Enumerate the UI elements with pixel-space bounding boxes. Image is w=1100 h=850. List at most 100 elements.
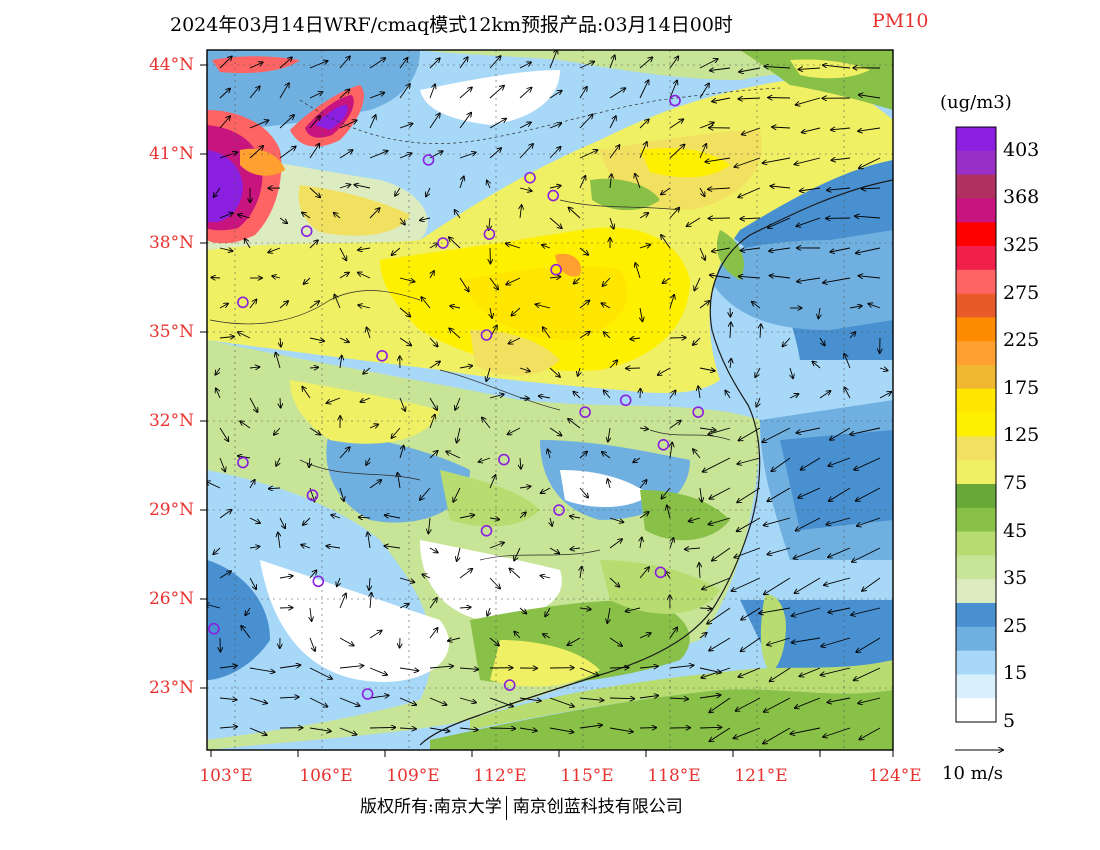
- wind-vector: [767, 637, 791, 645]
- wind-vector: [482, 418, 491, 429]
- wind-vector: [760, 324, 761, 339]
- wind-vector: [219, 571, 231, 579]
- wind-vector: [301, 545, 311, 548]
- wind-vector: [214, 187, 221, 197]
- wind-vector: [573, 392, 581, 399]
- wind-vector: [739, 67, 761, 72]
- wind-vector: [699, 59, 718, 69]
- wind-vector: [549, 697, 574, 707]
- wind-vector: [539, 396, 551, 398]
- wind-vector: [334, 213, 341, 219]
- copyright-separator: [505, 795, 507, 820]
- wind-vector: [309, 367, 318, 368]
- wind-vector: [489, 543, 504, 549]
- wind-vector: [771, 186, 791, 188]
- wind-vector: [487, 607, 490, 616]
- wind-vector: [827, 188, 851, 190]
- wind-vector: [829, 487, 851, 501]
- wind-vector: [669, 119, 683, 129]
- wind-vector: [309, 92, 323, 99]
- map-frame: [206, 49, 894, 751]
- wind-vector: [768, 217, 791, 228]
- colorbar-swatch: [956, 626, 996, 651]
- wind-vector: [249, 120, 268, 129]
- wind-vector: [249, 397, 258, 412]
- colorbar-swatch: [956, 674, 996, 699]
- wind-vector: [699, 247, 705, 260]
- wind-vector: [663, 277, 671, 283]
- colorbar-swatch: [956, 174, 996, 199]
- wind-vector: [703, 457, 731, 472]
- wind-vector: [370, 593, 371, 609]
- station-marker: [553, 504, 565, 516]
- wind-vector: [459, 57, 468, 69]
- station-marker: [503, 679, 516, 691]
- wind-vector: [339, 89, 349, 99]
- wind-vector: [549, 727, 573, 732]
- wind-vector: [639, 480, 647, 489]
- colorbar-swatch: [956, 555, 996, 580]
- wind-vector: [549, 186, 561, 188]
- wind-vector: [707, 607, 731, 624]
- wind-vector: [579, 62, 594, 69]
- wind-vector: [369, 58, 385, 69]
- wind-vector: [602, 452, 611, 459]
- wind-vector-field: [207, 50, 891, 744]
- wind-vector: [712, 97, 731, 102]
- wind-vector: [687, 217, 701, 226]
- wind-vector: [369, 151, 388, 159]
- wind-vector: [699, 563, 700, 579]
- wind-vector: [823, 727, 851, 737]
- wind-vector: [609, 116, 616, 129]
- wind-vector: [359, 517, 371, 518]
- wind-vector: [489, 577, 500, 589]
- lat-label-29: 29°N: [148, 500, 194, 520]
- wind-vector: [694, 277, 701, 290]
- wind-vector: [857, 517, 881, 526]
- wind-vector: [603, 277, 611, 286]
- wind-vector: [819, 391, 831, 399]
- wind-vector: [669, 145, 685, 159]
- wind-vector: [459, 277, 469, 291]
- wind-vector: [859, 95, 881, 99]
- wind-vector: [635, 174, 641, 189]
- wind-vector: [279, 83, 289, 99]
- colorbar-label: 368: [1003, 186, 1040, 209]
- wind-vector: [489, 277, 498, 289]
- wind-vector: [710, 727, 731, 741]
- wind-vector: [542, 245, 551, 248]
- wind-vector: [854, 667, 881, 680]
- wind-vector: [738, 187, 761, 197]
- wind-vector: [302, 213, 311, 219]
- wind-vector: [830, 247, 851, 252]
- lon-label-121: 121°E: [734, 766, 788, 786]
- wind-vector: [549, 91, 562, 99]
- wind-vector: [429, 727, 449, 731]
- wind-vector: [268, 247, 281, 252]
- wind-vector: [459, 366, 472, 368]
- wind-vector: [487, 181, 490, 189]
- wind-vector: [238, 215, 251, 219]
- wind-vector: [366, 457, 370, 465]
- wind-vector: [601, 303, 611, 309]
- wind-vector: [850, 427, 881, 434]
- wind-vector: [635, 263, 641, 279]
- wind-vector: [800, 187, 821, 191]
- wind-vector: [759, 607, 791, 613]
- wind-vector: [213, 547, 221, 554]
- wind-vector: [369, 208, 380, 219]
- wind-vector: [570, 548, 581, 549]
- wind-vector: [385, 515, 401, 518]
- wind-vector: [739, 276, 761, 278]
- wind-vector: [449, 328, 461, 339]
- wind-vector: [430, 271, 434, 279]
- wind-vector: [693, 337, 701, 345]
- wind-vector: [511, 307, 521, 316]
- wind-vector: [399, 697, 416, 705]
- wind-vector: [219, 666, 237, 668]
- wind-vector: [737, 487, 761, 502]
- wind-vector: [219, 510, 232, 519]
- wind-vector: [549, 147, 561, 159]
- wind-vector: [762, 427, 791, 442]
- wind-vector: [368, 532, 370, 549]
